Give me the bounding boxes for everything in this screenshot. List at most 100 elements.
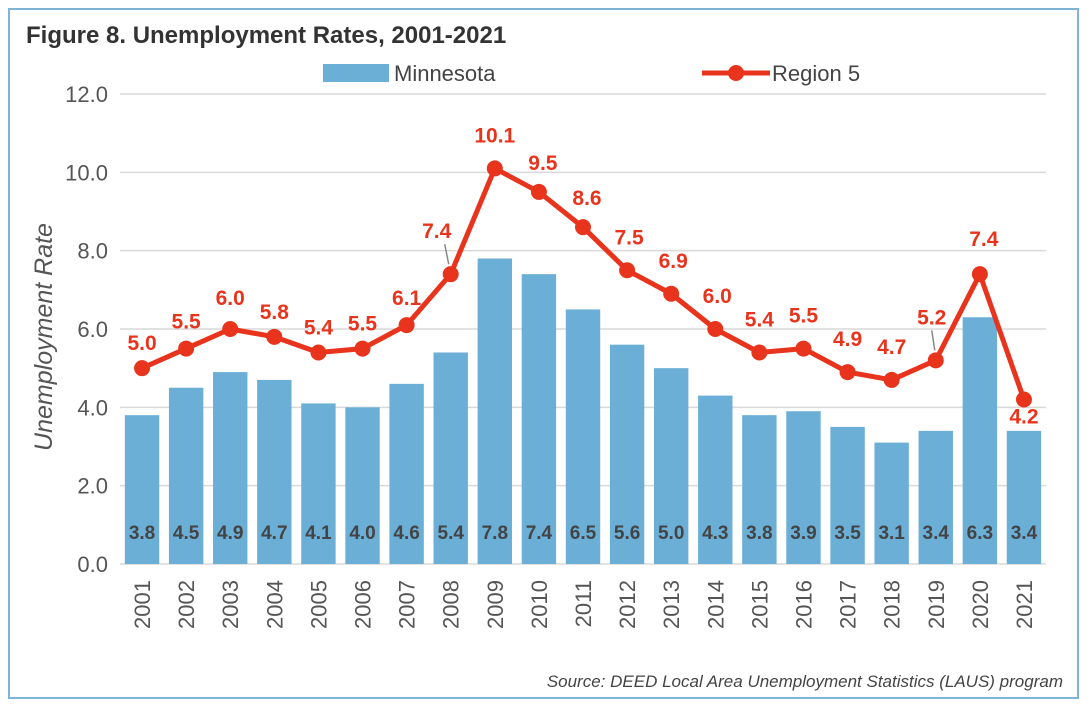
region5-value-label: 5.4 [304,317,334,340]
region5-value-label: 5.5 [789,305,819,328]
bar-2017 [830,426,865,564]
region5-point-2007 [398,317,415,334]
bar-value-label: 5.6 [614,523,640,544]
x-tick-label: 2008 [439,580,464,629]
bar-value-label: 4.7 [261,523,287,544]
bar-value-label: 4.0 [349,523,375,544]
region5-value-label: 6.0 [703,285,732,308]
bar-value-label: 6.3 [967,523,993,544]
region5-value-label: 7.4 [969,228,999,251]
region5-point-2003 [222,321,239,337]
region5-point-2013 [663,285,680,302]
source-note: Source: DEED Local Area Unemployment Sta… [546,672,1063,691]
region5-point-2010 [530,183,547,200]
x-tick-label: 2003 [218,580,243,629]
bar-value-label: 4.6 [393,523,419,544]
x-tick-label: 2005 [306,580,331,629]
bar-value-label: 4.1 [305,523,332,544]
minnesota-bar-labels: 3.8 4.5 4.9 4.7 4.1 4.0 4.6 5.4 7.8 7.4 6.5 5.6 5.0 4… [129,523,1038,544]
legend-minnesota-swatch [323,64,389,82]
bar-value-label: 4.3 [702,523,728,544]
bar-value-label: 3.8 [746,523,772,544]
chart-title: Figure 8. Unemployment Rates, 2001-2021 [26,22,507,49]
x-tick-label: 2020 [968,580,993,629]
bar-value-label: 3.4 [923,523,950,544]
region5-value-label: 7.5 [614,226,644,249]
bar-2016 [786,411,821,564]
region5-line [134,160,1032,408]
bar-2009 [477,258,513,564]
bar-value-label: 3.4 [1011,523,1038,544]
x-tick-label: 2016 [791,580,816,629]
bar-2014 [698,395,733,564]
region5-point-2006 [354,340,371,357]
bar-2003 [213,372,248,564]
x-tick-label: 2018 [880,580,905,629]
y-tick-label: 8.0 [77,239,108,264]
region5-value-label: 6.0 [216,287,245,310]
region5-point-2001 [134,360,151,377]
bar-2006 [345,407,380,564]
region5-point-2009 [486,160,503,177]
region5-point-2016 [795,340,812,357]
region5-point-2017 [839,364,856,381]
region5-value-label: 7.4 [422,220,452,243]
legend: Minnesota Region 5 [323,61,860,86]
region5-value-label: 8.6 [572,187,601,210]
x-axis-ticks: 2001 2002 2003 2004 2005 2006 2007 2008 2009 2010… [130,580,1037,629]
y-tick-label: 6.0 [77,317,108,342]
y-axis-label: Unemployment Rate [30,223,58,451]
x-tick-label: 2001 [130,580,155,629]
bar-2015 [742,415,777,564]
x-tick-label: 2006 [351,580,376,629]
leader-line [931,330,936,351]
x-tick-label: 2007 [395,580,420,629]
minnesota-bars [124,258,1042,564]
bar-value-label: 6.5 [570,523,597,544]
region5-value-label: 4.7 [877,336,906,359]
region5-value-label: 5.0 [127,332,156,355]
legend-region5-marker [728,65,744,81]
region5-point-2005 [310,344,327,361]
region5-value-label: 4.9 [833,328,862,351]
bar-value-label: 7.8 [482,523,508,544]
bar-2013 [653,368,689,564]
region5-value-label: 5.2 [917,306,946,329]
region5-point-2020 [971,266,988,283]
region5-value-label: 5.4 [745,309,775,332]
region5-value-label: 9.5 [528,152,558,175]
x-tick-label: 2014 [703,580,728,629]
region5-point-2014 [707,321,724,337]
bar-value-label: 3.5 [834,523,861,544]
x-tick-label: 2013 [659,580,684,629]
x-tick-label: 2015 [747,580,772,629]
x-tick-label: 2017 [836,580,861,629]
region5-value-label: 10.1 [474,124,515,147]
bar-value-label: 3.1 [878,523,905,544]
y-tick-label: 0.0 [77,552,108,577]
bar-value-label: 4.9 [217,523,243,544]
x-tick-label: 2009 [483,580,508,629]
x-tick-label: 2002 [174,580,199,629]
y-tick-label: 4.0 [77,395,108,420]
region5-value-label: 5.5 [172,311,202,334]
bar-2018 [874,442,909,564]
bar-2002 [168,387,204,564]
bar-2001 [124,415,160,564]
bar-2004 [257,379,292,564]
bar-2010 [521,274,557,564]
y-tick-label: 2.0 [77,474,108,499]
x-tick-label: 2021 [1012,580,1037,629]
y-tick-label: 12.0 [65,82,108,107]
legend-region5-label: Region 5 [772,61,860,86]
x-tick-label: 2004 [262,580,287,629]
bar-value-label: 7.4 [526,523,553,544]
region5-point-2021 [1015,391,1032,408]
x-tick-label: 2012 [615,580,640,629]
x-tick-label: 2011 [571,580,596,627]
bar-value-label: 5.0 [658,523,684,544]
region5-point-2018 [883,371,900,388]
bar-value-label: 3.8 [129,523,155,544]
region5-point-2002 [178,340,195,357]
region5-value-label: 6.9 [659,250,688,273]
